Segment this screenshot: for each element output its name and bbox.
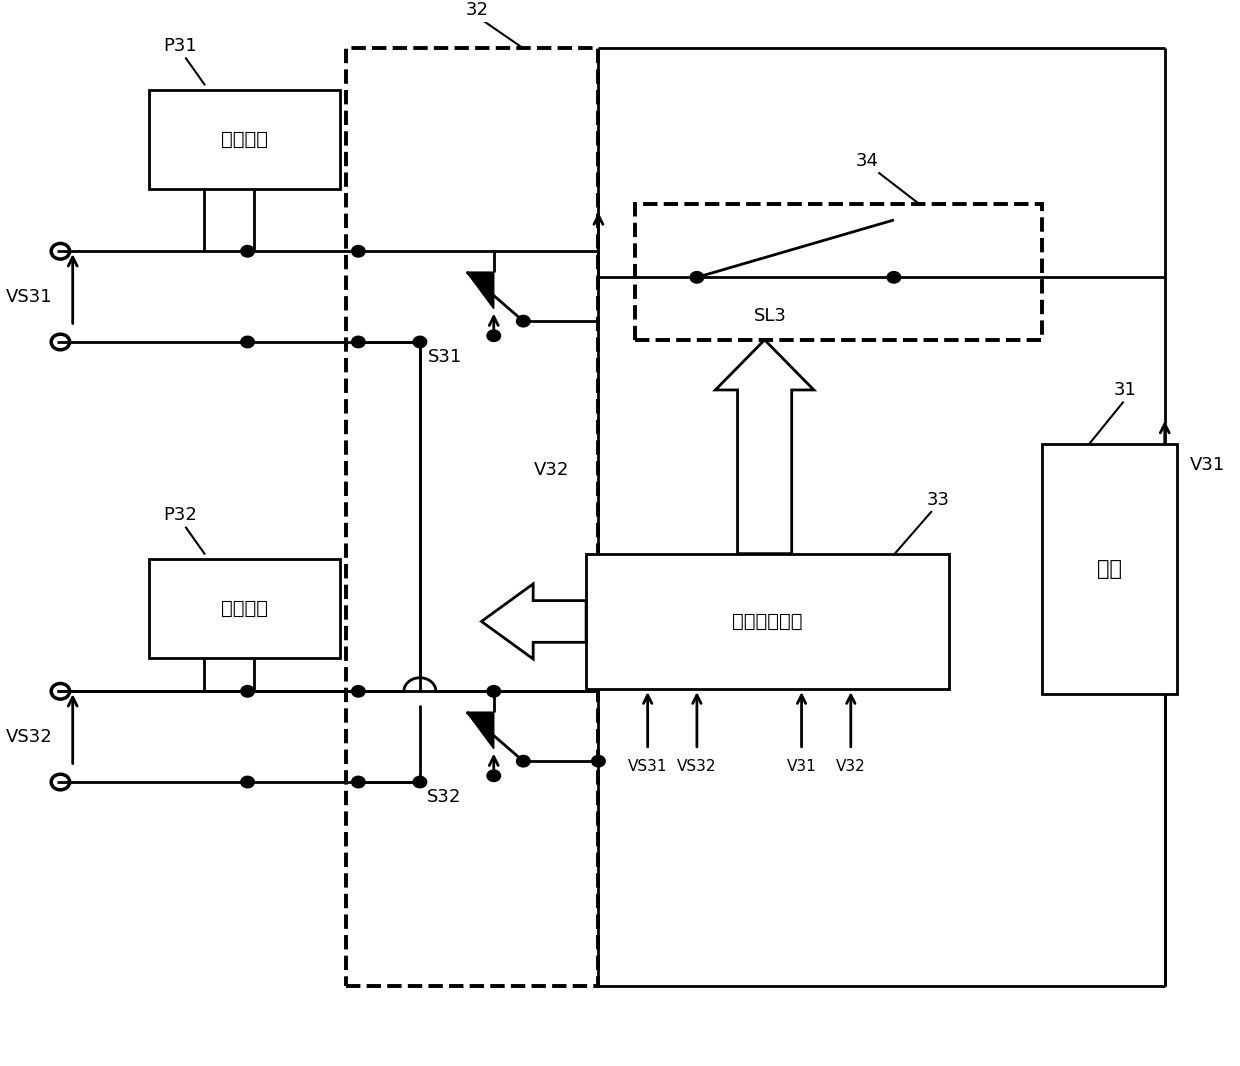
Text: SL3: SL3 [754,307,787,325]
Circle shape [413,776,427,788]
Text: V32: V32 [534,462,569,480]
Text: 34: 34 [856,152,878,169]
Circle shape [413,336,427,348]
Text: 检测控制单元: 检测控制单元 [733,612,804,631]
Text: V31: V31 [1189,456,1225,474]
Bar [635,205,1042,340]
Bar [587,553,950,690]
Circle shape [352,336,365,348]
Circle shape [887,272,900,284]
Text: 31: 31 [1115,382,1137,400]
Text: 输入电源: 输入电源 [221,130,268,148]
Text: 负载: 负载 [1097,560,1122,579]
Circle shape [591,756,605,766]
Text: V31: V31 [786,759,816,774]
Circle shape [352,245,365,257]
Text: VS32: VS32 [677,759,717,774]
Text: S31: S31 [428,348,461,366]
Text: P32: P32 [162,506,197,524]
Circle shape [487,770,501,781]
Circle shape [517,756,529,766]
Polygon shape [715,340,813,553]
Text: S32: S32 [428,788,461,806]
Circle shape [487,685,501,697]
Circle shape [241,776,254,788]
Circle shape [352,685,365,697]
Circle shape [517,316,529,327]
Text: V32: V32 [836,759,866,774]
Circle shape [241,685,254,697]
Polygon shape [466,272,494,309]
Text: VS32: VS32 [6,728,53,745]
Bar [149,90,340,189]
Polygon shape [466,712,494,748]
Bar [1042,445,1177,694]
Text: VS31: VS31 [6,288,53,306]
Circle shape [241,245,254,257]
Bar [149,559,340,658]
Circle shape [487,330,501,341]
Text: 32: 32 [466,1,489,19]
Circle shape [352,776,365,788]
Polygon shape [481,584,587,659]
Bar [346,48,599,986]
Text: P31: P31 [162,37,197,55]
Circle shape [241,336,254,348]
Text: 33: 33 [926,490,950,508]
Circle shape [691,272,703,284]
Text: VS31: VS31 [627,759,667,774]
Text: 输入电源: 输入电源 [221,599,268,618]
